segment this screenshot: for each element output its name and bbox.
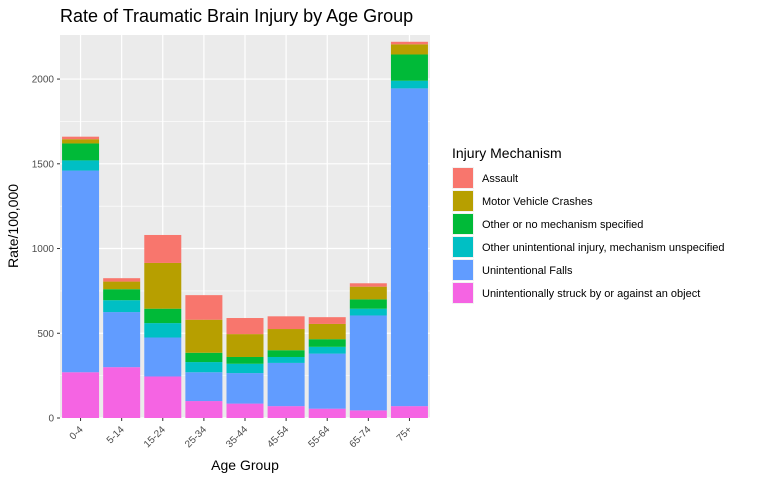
legend-swatch — [453, 214, 473, 234]
bar-segment — [185, 362, 223, 373]
legend-swatch — [453, 260, 473, 280]
bar-segment — [349, 315, 387, 411]
bar-segment — [62, 372, 100, 418]
bar-segment — [62, 143, 100, 161]
y-tick-label: 1000 — [32, 244, 55, 255]
bar-segment — [349, 308, 387, 316]
bar-segment — [144, 376, 182, 418]
bars — [62, 41, 428, 418]
bar-segment — [308, 353, 346, 409]
bar-segment — [103, 281, 141, 290]
y-axis-title: Rate/100,000 — [5, 184, 21, 268]
x-tick-label: 15-24 — [142, 424, 168, 450]
legend-label: Motor Vehicle Crashes — [482, 196, 593, 208]
bar-segment — [308, 408, 346, 418]
bar-segment — [226, 334, 264, 357]
bar-segment — [267, 316, 305, 330]
bar-segment — [349, 283, 387, 287]
bar-segment — [185, 295, 223, 320]
bar-segment — [390, 406, 428, 418]
bar-segment — [390, 44, 428, 55]
bar-segment — [185, 372, 223, 402]
bar-segment — [185, 319, 223, 353]
bar-segment — [62, 136, 100, 140]
bar-segment — [144, 337, 182, 377]
bar-segment — [349, 410, 387, 418]
legend-label: Assault — [482, 173, 518, 185]
bar-segment — [62, 160, 100, 171]
x-tick-label: 35-44 — [224, 424, 250, 450]
legend-swatch — [453, 237, 473, 257]
chart-title: Rate of Traumatic Brain Injury by Age Gr… — [60, 6, 413, 26]
bar-segment — [144, 234, 182, 263]
legend: Injury Mechanism Assault Motor Vehicle Cr… — [452, 145, 725, 304]
bar-segment — [390, 54, 428, 81]
bar-segment — [267, 362, 305, 407]
y-tick-label: 2000 — [32, 75, 55, 86]
bar-segment — [226, 373, 264, 404]
bar-segment — [144, 323, 182, 338]
bar-segment — [144, 262, 182, 309]
bar-segment — [62, 170, 100, 373]
legend-swatch — [453, 283, 473, 303]
legend-label: Other or no mechanism specified — [482, 219, 643, 231]
bar-segment — [103, 289, 141, 301]
y-axis: 0 500 1000 1500 2000 — [32, 75, 60, 425]
y-tick-label: 500 — [37, 329, 54, 340]
bar-segment — [103, 300, 141, 313]
bar-segment — [349, 299, 387, 309]
y-tick-label: 1500 — [32, 159, 55, 170]
x-tick-label: 0-4 — [68, 424, 86, 442]
bar-segment — [144, 308, 182, 324]
x-axis-title: Age Group — [211, 457, 279, 473]
bar-segment — [390, 88, 428, 407]
bar-segment — [226, 403, 264, 418]
bar-segment — [103, 367, 141, 418]
bar-segment — [308, 317, 346, 324]
bar-segment — [308, 346, 346, 354]
bar-segment — [267, 350, 305, 357]
bar-segment — [308, 339, 346, 347]
bar-segment — [267, 406, 305, 418]
legend-label: Unintentionally struck by or against an … — [482, 288, 700, 300]
bar-segment — [185, 401, 223, 418]
bar-segment — [103, 312, 141, 368]
legend-swatch — [453, 168, 473, 188]
x-axis: 0-4 5-14 15-24 25-34 35-44 45-54 55-64 65-74 75+ — [68, 418, 415, 450]
y-tick-label: 0 — [48, 414, 54, 425]
bar-segment — [226, 318, 264, 335]
legend-label: Unintentional Falls — [482, 265, 573, 277]
x-tick-label: 55-64 — [306, 424, 332, 450]
bar-segment — [390, 80, 428, 89]
bar-segment — [62, 139, 100, 144]
bar-segment — [390, 41, 428, 45]
x-tick-label: 25-34 — [183, 424, 209, 450]
x-tick-label: 65-74 — [348, 424, 374, 450]
bar-segment — [267, 356, 305, 363]
bar-segment — [349, 286, 387, 300]
bar-segment — [226, 363, 264, 374]
x-tick-label: 45-54 — [265, 424, 291, 450]
legend-label: Other unintentional injury, mechanism un… — [482, 242, 725, 254]
legend-title: Injury Mechanism — [452, 145, 562, 161]
x-tick-label: 5-14 — [105, 424, 127, 446]
bar-segment — [226, 356, 264, 364]
bar-segment — [267, 329, 305, 351]
x-tick-label: 75+ — [395, 424, 415, 444]
bar-segment — [308, 323, 346, 340]
legend-swatch — [453, 191, 473, 211]
bar-segment — [185, 352, 223, 363]
bar-segment — [103, 278, 141, 282]
